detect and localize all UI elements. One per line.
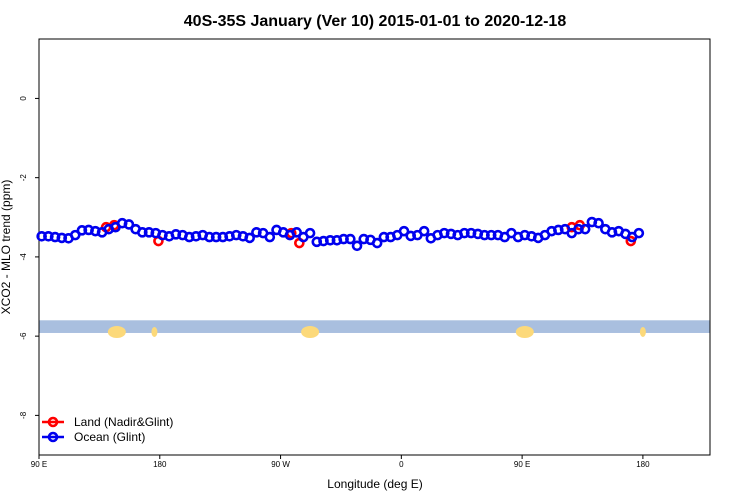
legend-marker [47, 431, 59, 443]
x-tick-label: 90 E [31, 460, 47, 469]
land-blob [639, 326, 646, 337]
data-point [69, 229, 81, 241]
legend-label: Land (Nadir&Glint) [74, 415, 173, 429]
y-tick-label: 0 [19, 96, 28, 101]
data-point [633, 227, 645, 239]
data-point [371, 237, 383, 249]
legend-label: Ocean (Glint) [74, 430, 145, 444]
data-point [244, 232, 255, 244]
data-point [351, 240, 363, 252]
x-tick-label: 180 [636, 460, 650, 469]
x-axis-label: Longitude (deg E) [327, 477, 422, 491]
y-tick-label: -6 [19, 332, 28, 340]
x-tick-label: 180 [153, 460, 167, 469]
data-series [36, 216, 645, 252]
data-point [264, 231, 276, 243]
legend-marker [47, 416, 59, 428]
data-point [291, 227, 302, 238]
x-tick-label: 90 E [514, 460, 530, 469]
chart-title: 40S-35S January (Ver 10) 2015-01-01 to 2… [184, 13, 567, 30]
x-tick-label: 0 [399, 460, 404, 469]
x-tick-label: 90 W [271, 460, 290, 469]
series-ocean [36, 216, 645, 252]
axis-ticks: 90 E 180 90 W 0 90 E 180 0 -2 -4 -6 -8 [19, 96, 650, 469]
data-point [398, 225, 410, 237]
data-point [579, 223, 591, 235]
y-tick-label: -8 [19, 411, 28, 419]
land-blob [151, 326, 158, 337]
data-point [123, 219, 135, 230]
ocean-band [39, 320, 710, 333]
data-point [593, 217, 604, 229]
data-point [418, 225, 430, 237]
land-blob [107, 325, 126, 338]
plot-frame [38, 38, 711, 456]
surface-band [39, 320, 710, 338]
land-blob [515, 325, 534, 338]
y-tick-label: -2 [19, 174, 28, 182]
land-blob [301, 325, 320, 338]
y-tick-label: -4 [19, 253, 28, 261]
legend: Land (Nadir&Glint)Ocean (Glint) [42, 415, 173, 444]
y-axis-label: XCO2 - MLO trend (ppm) [0, 180, 13, 315]
data-point [345, 233, 356, 245]
data-point [304, 227, 316, 239]
